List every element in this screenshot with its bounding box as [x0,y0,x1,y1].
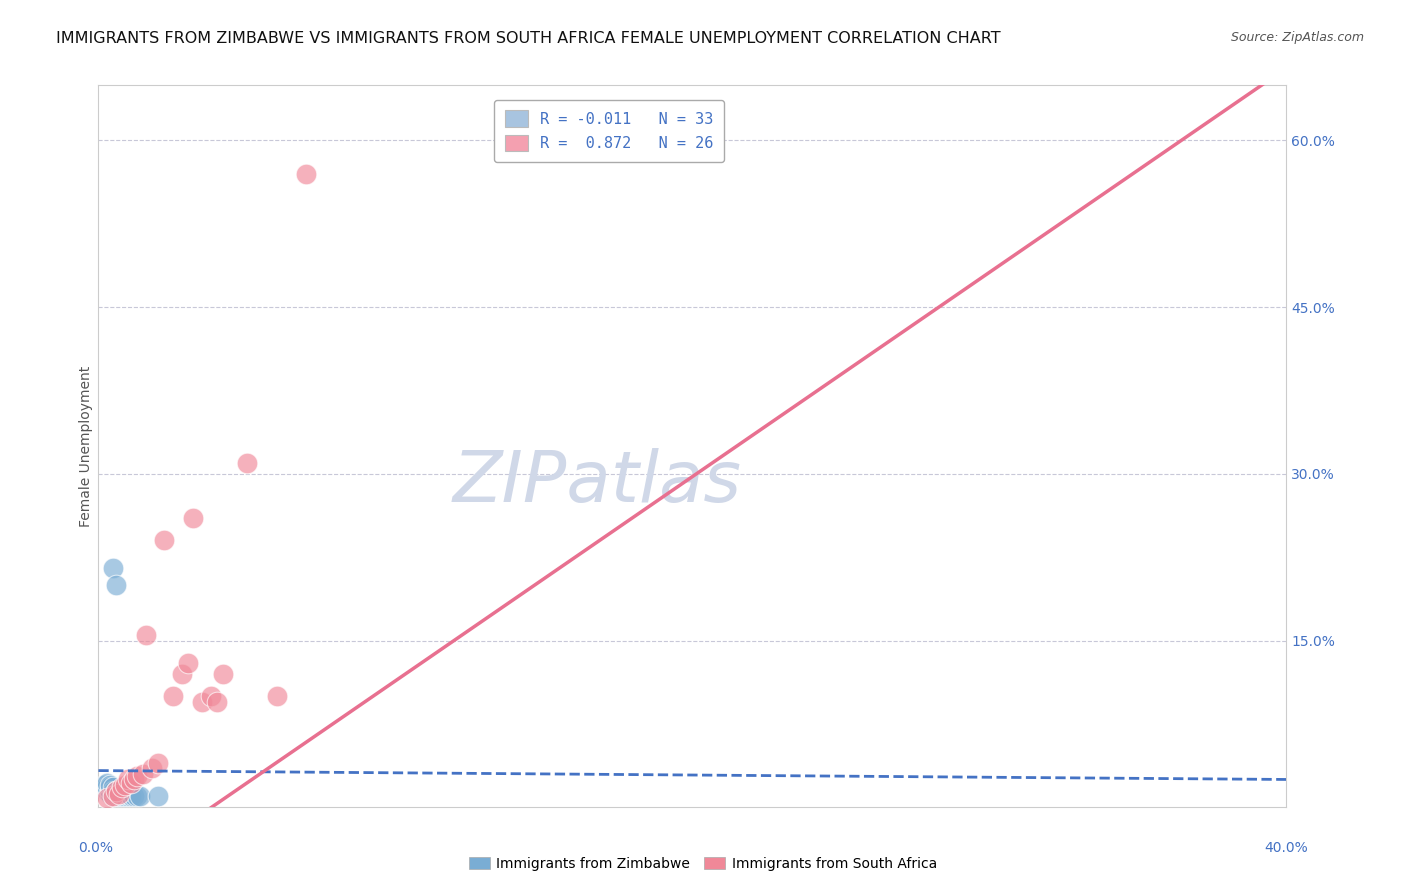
Point [105,787,128,801]
Point [111,780,134,795]
Point [295,167,318,181]
Point [105,783,128,797]
Point [103,789,125,804]
Point [125,769,148,783]
Point [93,778,115,792]
Point [205,695,228,709]
Point [176,656,198,670]
Point [117,787,139,801]
Point [162,689,184,703]
Text: 40.0%: 40.0% [1264,841,1309,855]
Point [114,778,136,792]
Point [132,767,155,781]
Point [170,666,193,681]
Point [105,789,128,804]
Point [117,772,139,787]
Point [98,783,121,797]
Point [152,533,174,548]
Point [122,772,145,787]
Point [96,783,118,797]
Point [108,789,131,804]
Point [111,783,134,797]
Point [117,789,139,804]
Point [236,456,259,470]
Legend: Immigrants from Zimbabwe, Immigrants from South Africa: Immigrants from Zimbabwe, Immigrants fro… [463,851,943,876]
Point [114,787,136,801]
Point [122,789,145,804]
Point [183,511,205,525]
Text: 0.0%: 0.0% [79,841,112,855]
Point [117,783,139,797]
Text: IMMIGRANTS FROM ZIMBABWE VS IMMIGRANTS FROM SOUTH AFRICA FEMALE UNEMPLOYMENT COR: IMMIGRANTS FROM ZIMBABWE VS IMMIGRANTS F… [56,31,1001,46]
Point [146,789,169,804]
Point [146,756,169,770]
Point [129,789,152,804]
Point [103,789,125,804]
Point [135,628,157,642]
Text: ZIPatlas: ZIPatlas [453,448,742,516]
Point [108,783,131,797]
Point [111,787,134,801]
Y-axis label: Female Unemployment: Female Unemployment [79,366,93,526]
Text: Source: ZipAtlas.com: Source: ZipAtlas.com [1230,31,1364,45]
Point [98,787,121,801]
Point [266,689,288,703]
Point [111,789,134,804]
Point [98,778,121,792]
Point [141,761,163,775]
Point [191,695,214,709]
Point [108,787,131,801]
Point [103,787,125,801]
Point [200,689,222,703]
Point [114,789,136,804]
Point [103,561,125,575]
Point [120,776,142,790]
Point [96,780,118,795]
Point [103,780,125,795]
Point [96,776,118,790]
Point [212,666,235,681]
Point [96,791,118,805]
Point [103,783,125,797]
Point [125,789,148,804]
Point [120,789,142,804]
Legend: R = -0.011   N = 33, R =  0.872   N = 26: R = -0.011 N = 33, R = 0.872 N = 26 [495,100,724,162]
Point [98,780,121,795]
Point [105,783,128,797]
Point [105,578,128,592]
Point [108,787,131,801]
